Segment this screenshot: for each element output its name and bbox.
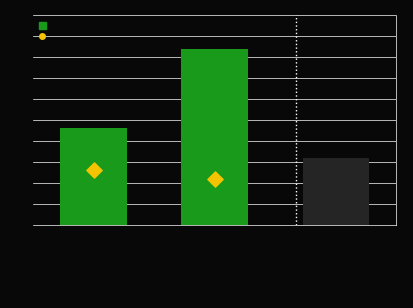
Bar	[303, 158, 369, 225]
Point	[90, 168, 97, 173]
Legend:  ,  : ,	[37, 20, 52, 43]
Bar	[181, 49, 248, 225]
Bar	[60, 128, 127, 225]
Point	[211, 176, 218, 181]
